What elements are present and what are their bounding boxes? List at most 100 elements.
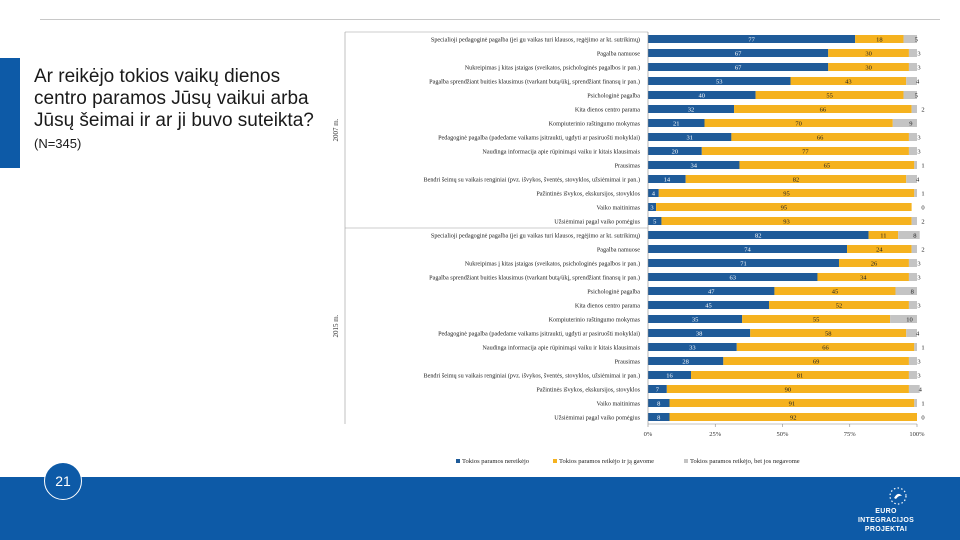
- bar-segment: [739, 161, 915, 169]
- data-label: 34: [860, 275, 867, 282]
- bar-segment: [828, 63, 909, 71]
- data-label: 1: [921, 191, 924, 198]
- data-label: 3: [917, 359, 920, 366]
- data-label: 70: [795, 121, 802, 128]
- category-label: Kompiuterinio raštingumo mokymas: [549, 121, 641, 128]
- data-label: 30: [865, 51, 872, 58]
- bar-segment: [648, 357, 724, 365]
- data-label: 5: [915, 37, 918, 44]
- data-label: 92: [790, 415, 797, 422]
- category-label: Prausimas: [615, 359, 641, 366]
- data-label: 8: [657, 415, 660, 422]
- data-label: 77: [802, 149, 809, 156]
- data-label: 63: [729, 275, 736, 282]
- bar-segment: [648, 91, 756, 99]
- bar-segment: [648, 175, 686, 183]
- bar-segment: [648, 245, 848, 253]
- category-label: Kompiuterinio raštingumo mokymas: [549, 317, 641, 324]
- title-accent-bar: [0, 58, 20, 168]
- bar-segment: [908, 133, 917, 141]
- data-label: 74: [744, 247, 751, 254]
- bar-segment: [648, 315, 743, 323]
- bar-segment: [685, 175, 907, 183]
- data-label: 8: [657, 401, 660, 408]
- legend-label: Tokios paramos reikėjo ir ją gavome: [559, 458, 654, 465]
- legend-label: Tokios paramos reikėjo, bet jos negavome: [690, 458, 800, 465]
- bar-segment: [736, 343, 915, 351]
- legend-label: Tokios paramos nereikėjo: [462, 458, 529, 465]
- data-label: 82: [793, 177, 800, 184]
- logo-line-3: PROJEKTAI: [864, 526, 908, 533]
- data-label: 9: [909, 121, 912, 128]
- data-label: 34: [690, 163, 697, 170]
- bar-segment: [868, 231, 899, 239]
- bar-segment: [648, 189, 659, 197]
- category-label: Pagalba namuose: [597, 51, 640, 58]
- bar-segment: [669, 399, 915, 407]
- data-label: 31: [686, 135, 693, 142]
- bar-segment: [648, 133, 732, 141]
- data-label: 28: [682, 359, 689, 366]
- category-label: Nukreipimas į kitas įstaigas (sveikatos,…: [465, 65, 640, 72]
- bar-segment: [898, 231, 920, 239]
- bar-segment: [895, 287, 917, 295]
- bar-segment: [914, 161, 917, 169]
- data-label: 0: [921, 205, 924, 212]
- bar-segment: [731, 133, 909, 141]
- data-label: 52: [836, 303, 843, 310]
- data-label: 67: [735, 65, 742, 72]
- bar-segment: [648, 301, 770, 309]
- data-label: 45: [705, 303, 712, 310]
- bar-segment: [691, 371, 909, 379]
- logo-line-2: INTEGRACIJOS: [857, 517, 915, 524]
- data-label: 35: [692, 317, 699, 324]
- bar-segment: [892, 119, 917, 127]
- bar-segment: [906, 77, 917, 85]
- data-label: 1: [921, 401, 924, 408]
- category-label: Nukreipimas į kitas įstaigas (sveikatos,…: [465, 261, 640, 268]
- data-label: 66: [817, 135, 824, 142]
- data-label: 18: [876, 37, 883, 44]
- data-label: 4: [916, 79, 920, 86]
- bar-segment: [769, 301, 909, 309]
- bar-segment: [648, 35, 856, 43]
- bar-segment: [742, 315, 891, 323]
- data-label: 81: [797, 373, 804, 380]
- bar-segment: [838, 259, 909, 267]
- bar-segment: [704, 119, 893, 127]
- bar-segment: [648, 161, 740, 169]
- bar-segment: [648, 329, 751, 337]
- data-label: 26: [871, 261, 878, 268]
- data-label: 40: [699, 93, 706, 100]
- data-label: 66: [822, 345, 829, 352]
- bar-segment: [723, 357, 909, 365]
- bar-segment: [908, 301, 917, 309]
- category-label: Bendri šeimų su vaikais renginiai (pvz. …: [423, 373, 640, 380]
- data-label: 8: [913, 233, 916, 240]
- page-number: 21: [44, 462, 82, 500]
- bar-segment: [828, 49, 909, 57]
- slide-title-text: Ar reikėjo tokios vaikų dienos centro pa…: [34, 66, 314, 131]
- data-label: 7: [656, 387, 660, 394]
- data-label: 1: [921, 345, 924, 352]
- bar-segment: [648, 119, 705, 127]
- slide-title: Ar reikėjo tokios vaikų dienos centro pa…: [34, 66, 334, 155]
- data-label: 16: [666, 373, 673, 380]
- bar-segment: [648, 413, 670, 421]
- category-label: Pagalba sprendžiant buities klausimus (t…: [429, 275, 640, 282]
- bar-segment: [790, 77, 907, 85]
- data-label: 24: [876, 247, 883, 254]
- bar-segment: [911, 245, 917, 253]
- data-label: 3: [917, 149, 920, 156]
- data-label: 45: [832, 289, 839, 296]
- data-label: 3: [917, 373, 920, 380]
- bar-segment: [903, 91, 917, 99]
- data-label: 95: [783, 191, 790, 198]
- bar-segment: [648, 385, 667, 393]
- bar-segment: [890, 315, 917, 323]
- stacked-bar-chart: 2007 m. Specialioji pedagoginė pagalba (j…: [332, 31, 925, 465]
- data-label: 3: [917, 135, 920, 142]
- category-label: Pagalba namuose: [597, 247, 640, 254]
- bar-segment: [855, 35, 904, 43]
- data-label: 3: [650, 205, 653, 212]
